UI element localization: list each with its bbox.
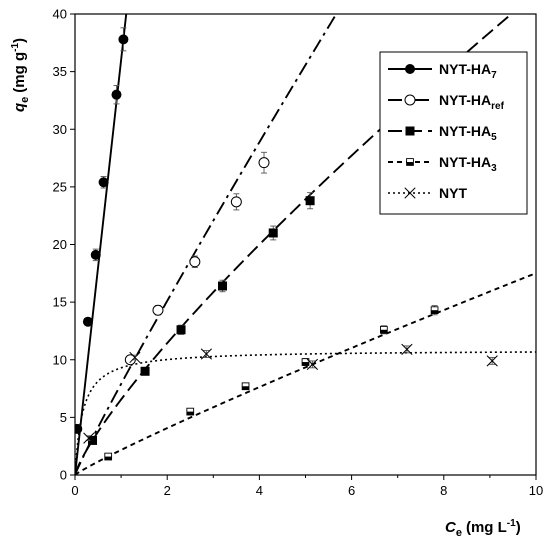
legend-label: NYT-HAref <box>439 92 505 112</box>
y-axis-subscript: e <box>19 97 31 103</box>
y-tick-label: 20 <box>53 237 67 252</box>
x-tick-label: 0 <box>71 483 78 498</box>
data-point <box>82 316 93 327</box>
y-tick-label: 0 <box>60 468 67 483</box>
y-tick-label: 10 <box>53 352 67 367</box>
y-axis-unit-end: ) <box>11 38 28 43</box>
data-point <box>258 157 270 169</box>
legend-label: NYT-HA7 <box>439 61 497 81</box>
x-axis-unit-end: ) <box>516 519 521 536</box>
y-axis-unit: (mg g <box>11 52 28 93</box>
x-axis-symbol: C <box>445 519 457 536</box>
data-point <box>218 281 228 291</box>
data-point <box>241 382 250 391</box>
data-point <box>186 407 195 416</box>
data-point <box>111 89 122 100</box>
legend-box <box>379 51 528 215</box>
data-point <box>176 325 186 335</box>
y-tick-label: 35 <box>53 64 67 79</box>
data-point <box>90 249 101 260</box>
y-tick-label: 25 <box>53 179 67 194</box>
data-point <box>75 423 83 434</box>
legend-label: NYT <box>439 185 467 201</box>
x-axis-label: Ce (mg L-1) <box>445 518 521 539</box>
data-point <box>83 432 95 444</box>
data-point <box>104 452 113 461</box>
legend-marker <box>406 158 414 166</box>
x-tick-label: 10 <box>529 483 543 498</box>
data-point <box>129 351 141 364</box>
legend-entry: NYT-HAref <box>388 92 505 112</box>
data-point <box>430 306 439 315</box>
y-axis-unit-sup: -1 <box>10 43 21 52</box>
data-point <box>88 435 98 445</box>
x-tick-label: 2 <box>164 483 171 498</box>
x-tick-label: 6 <box>348 483 355 498</box>
data-point <box>118 34 129 45</box>
data-point <box>486 355 498 367</box>
data-point <box>301 358 310 366</box>
data-points <box>75 27 498 461</box>
data-point <box>230 196 242 208</box>
data-point <box>306 358 319 370</box>
y-axis-label: qe (mg g-1) <box>10 38 31 112</box>
legend-marker <box>405 126 415 136</box>
y-tick-label: 30 <box>53 122 67 137</box>
y-tick-label: 40 <box>53 7 67 22</box>
data-point <box>140 366 150 376</box>
data-point <box>268 228 278 238</box>
x-axis-unit-sup: -1 <box>507 518 516 529</box>
fit-line-1 <box>75 14 338 475</box>
x-tick-label: 4 <box>256 483 263 498</box>
legend-label: NYT-HA3 <box>439 154 497 174</box>
legend-label: NYT-HA5 <box>439 123 497 143</box>
y-tick-label: 15 <box>53 295 67 310</box>
legend-entry: NYT-HA3 <box>388 154 497 174</box>
y-axis-symbol: q <box>11 103 28 112</box>
data-point <box>189 256 201 268</box>
legend: NYT-HA7 NYT-HAref NYT-HA5 NYT-HA3 NYT <box>379 51 528 215</box>
data-point <box>401 343 413 355</box>
legend-marker <box>405 64 415 74</box>
data-point <box>305 196 315 206</box>
legend-entry: NYT-HA5 <box>388 123 497 143</box>
x-axis-unit: (mg L <box>466 519 507 536</box>
data-point <box>98 177 109 188</box>
legend-entry: NYT-HA7 <box>388 61 497 81</box>
y-tick-label: 5 <box>60 410 67 425</box>
data-point <box>200 348 212 360</box>
fit-line-4 <box>75 351 536 475</box>
x-tick-label: 8 <box>440 483 447 498</box>
data-point <box>152 304 164 316</box>
fit-line-3 <box>75 272 536 475</box>
legend-marker <box>404 94 416 106</box>
x-axis-subscript: e <box>456 527 462 539</box>
legend-marker <box>404 187 416 199</box>
legend-entry: NYT <box>388 185 467 201</box>
data-point <box>380 325 388 334</box>
axes: 0 2 4 6 8 10 0 5 10 15 20 25 30 35 40 <box>53 7 544 499</box>
